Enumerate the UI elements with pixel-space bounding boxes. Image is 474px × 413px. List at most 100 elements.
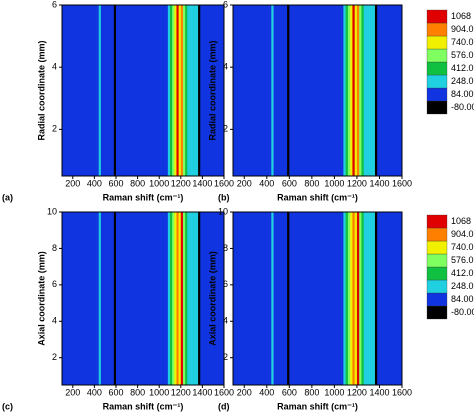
contour-band [374,5,378,176]
contour-band [287,212,290,385]
contour-band [200,212,225,385]
contour-band [350,5,353,176]
y-axis-label: Axial coordinate (mm) [207,251,217,346]
colorbar-label: 412.0 [451,268,474,278]
contour-band [62,212,97,385]
contour-band [167,212,171,385]
contour-band [176,212,179,385]
x-tick-label: 600 [282,387,297,397]
contour-band [356,212,360,385]
contour-band [178,5,182,176]
colorbar-box [426,74,448,89]
colorbar-box [426,35,448,50]
panel-label: (a) [2,192,13,202]
contour-band [180,212,184,385]
x-tick-label: 200 [237,387,252,397]
contour-band [198,212,201,385]
colorbar-box [426,9,448,24]
x-tick-label: 1400 [369,387,389,397]
contour-band [178,212,182,385]
x-axis-label: Raman shift (cm⁻¹) [277,192,358,202]
contour-band [187,212,192,385]
colorbar-box [426,87,448,102]
x-tick-label: 200 [237,178,252,188]
x-tick-label: 800 [304,178,319,188]
colorbar-label: 84.00 [451,294,474,304]
y-tick-label: 4 [52,316,57,326]
y-tick-label: 6 [223,279,228,289]
x-tick-label: 1600 [214,178,234,188]
contour-band [170,212,173,385]
contour-band [174,212,177,385]
contour-band [354,212,358,385]
colorbar-label: 248.0 [451,281,474,291]
colorbar-box [426,266,448,281]
contour-band [111,212,115,385]
contour-band [368,212,374,385]
plot-frame [232,4,403,177]
colorbar-box [426,61,448,76]
plot-frame [232,211,403,386]
contour-band [185,5,188,176]
contour-band [377,212,403,385]
x-axis-label: Raman shift (cm⁻¹) [103,401,184,411]
x-tick-label: 1600 [214,387,234,397]
contour-band [100,212,112,385]
x-tick-label: 1000 [324,178,344,188]
x-tick-label: 1200 [171,387,191,397]
contour-band [284,5,288,176]
contour-band [167,5,171,176]
contour-band [187,5,192,176]
contour-band [347,212,351,385]
contour-band [172,212,175,385]
x-tick-label: 400 [259,387,274,397]
contour-band [343,212,346,385]
contour-band [363,212,369,385]
colorbar-box [426,292,448,307]
contour-band [377,5,403,176]
x-tick-label: 1000 [324,387,344,397]
contour-band [359,212,362,385]
y-tick-label: 10 [218,206,228,216]
contour-band [271,5,274,176]
colorbar-box [426,240,448,255]
contour-band [182,212,186,385]
contour-band [62,5,97,176]
colorbar-label: 740.0 [451,242,474,252]
contour-band [195,5,199,176]
colorbar-label: -80.00 [451,102,474,112]
contour-band [347,5,351,176]
colorbar-box [426,100,448,115]
x-tick-label: 200 [65,387,80,397]
colorbar-label: 412.0 [451,63,474,73]
y-axis-label: Radial coordinate (mm) [36,40,46,140]
contour-band [354,5,358,176]
plot-frame [61,4,225,177]
contour-band [191,212,197,385]
contour-band [343,5,346,176]
contour-band [174,5,177,176]
x-tick-label: 1600 [392,178,412,188]
colorbar-box [426,22,448,37]
contour-band [195,212,199,385]
contour-band [182,5,186,176]
colorbar-label: 84.00 [451,89,474,99]
contour-band [356,5,360,176]
x-axis-label: Raman shift (cm⁻¹) [277,401,358,411]
y-axis-label: Axial coordinate (mm) [36,251,46,346]
colorbar-label: 248.0 [451,76,474,86]
x-tick-label: 400 [87,387,102,397]
contour-band [170,5,173,176]
colorbar-label: 576.0 [451,255,474,265]
contour-band [113,5,117,176]
x-tick-label: 1400 [369,178,389,188]
contour-band [269,212,272,385]
contour-band [180,5,184,176]
contour-band [289,212,342,385]
contour-band [176,5,179,176]
colorbar-label: -80.00 [451,307,474,317]
contour-band [368,5,374,176]
contour-band [372,5,376,176]
y-tick-label: 2 [223,352,228,362]
